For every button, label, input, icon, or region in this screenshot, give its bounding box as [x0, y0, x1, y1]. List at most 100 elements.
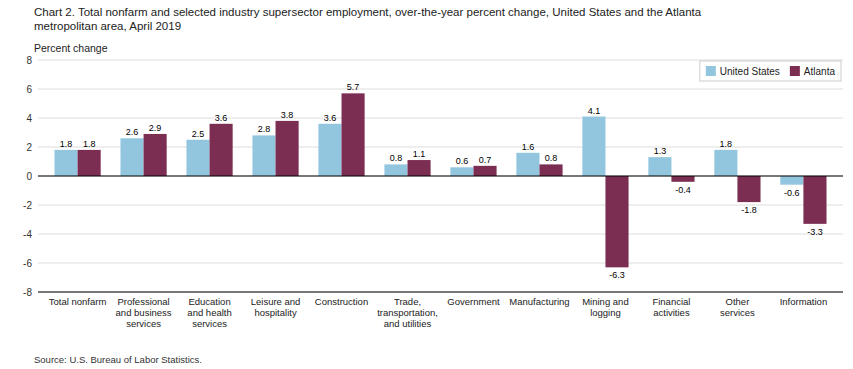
data-label: 2.9 [149, 123, 162, 133]
bar [186, 140, 209, 176]
legend-box [700, 61, 841, 81]
x-tick-line: hospitality [254, 307, 296, 318]
data-label: 1.8 [83, 139, 96, 149]
data-label: 3.8 [281, 110, 294, 120]
data-label: 0.6 [456, 156, 469, 166]
data-label: 3.6 [215, 113, 228, 123]
data-label: 1.3 [654, 146, 667, 156]
bar [342, 93, 365, 176]
y-tick-label: 2 [26, 142, 32, 153]
x-tick-line: transportation, [377, 307, 438, 318]
source-note: Source: U.S. Bureau of Labor Statistics. [34, 354, 202, 365]
grid-line [38, 292, 843, 293]
data-label: 0.7 [479, 155, 492, 165]
data-label: -0.6 [784, 188, 800, 198]
data-label: 0.8 [390, 153, 403, 163]
x-tick-label: Construction [315, 296, 368, 307]
data-label: 1.8 [720, 139, 733, 149]
bar [384, 164, 407, 176]
data-label: 1.1 [413, 149, 426, 159]
bar [780, 176, 803, 185]
x-tick-label: Information [780, 296, 828, 307]
bar [605, 176, 628, 267]
legend: United States Atlanta [700, 61, 841, 81]
x-tick-line: services [720, 307, 755, 318]
x-tick-line: Professional [117, 296, 169, 307]
data-label: 2.6 [126, 127, 139, 137]
x-axis-line [38, 292, 843, 293]
x-tick-line: activities [653, 307, 690, 318]
title-line: Chart 2. Total nonfarm and selected indu… [34, 6, 702, 18]
bar [648, 157, 671, 176]
data-label: 2.5 [192, 129, 205, 139]
x-tick-line: services [126, 318, 161, 329]
x-tick-line: Information [780, 296, 828, 307]
x-tick-line: Construction [315, 296, 368, 307]
data-label: 4.1 [588, 106, 601, 116]
x-tick-line: and health [187, 307, 231, 318]
data-label: 2.8 [258, 124, 271, 134]
grid-line [38, 118, 843, 119]
chart: Chart 2. Total nonfarm and selected indu… [0, 0, 853, 369]
x-tick-line: and utilities [384, 318, 432, 329]
bar [539, 164, 562, 176]
bars [54, 93, 826, 267]
bar [318, 124, 341, 176]
x-tick-line: Leisure and [251, 296, 301, 307]
y-tick-label: -4 [23, 229, 32, 240]
x-tick-label: Manufacturing [509, 296, 569, 307]
bar [737, 176, 760, 202]
title-line: metropolitan area, April 2019 [34, 20, 181, 32]
x-tick-line: Trade, [394, 296, 421, 307]
bar [671, 176, 694, 182]
y-tick-label: 8 [26, 55, 32, 66]
x-tick-line: Manufacturing [509, 296, 569, 307]
grid-line [38, 89, 843, 90]
data-label: -1.8 [741, 205, 757, 215]
y-tick-label: 4 [26, 113, 32, 124]
data-label: 1.8 [60, 139, 73, 149]
bar [78, 150, 101, 176]
bar [210, 124, 233, 176]
data-label: -0.4 [675, 185, 691, 195]
legend-label: Atlanta [804, 66, 836, 77]
x-tick-line: Mining and [582, 296, 628, 307]
bar [144, 134, 167, 176]
bar [714, 150, 737, 176]
x-tick-line: Government [447, 296, 500, 307]
data-label: -6.3 [609, 270, 625, 280]
bar [803, 176, 826, 224]
x-tick-label: Professionaland businessservices [116, 296, 172, 329]
x-tick-label: Otherservices [720, 296, 755, 318]
y-tick-label: -8 [23, 287, 32, 298]
x-tick-line: Education [188, 296, 230, 307]
x-tick-line: Total nonfarm [49, 296, 107, 307]
data-label: 1.6 [522, 142, 535, 152]
bar [473, 166, 496, 176]
y-axis-label: Percent change [34, 42, 108, 54]
bar [450, 167, 473, 176]
legend-swatch [706, 66, 716, 76]
bar [276, 121, 299, 176]
x-tick-label: Government [447, 296, 500, 307]
bar [252, 135, 275, 176]
bar [408, 160, 431, 176]
grid-line [38, 205, 843, 206]
y-tick-label: -6 [23, 258, 32, 269]
x-tick-label: Total nonfarm [49, 296, 107, 307]
x-tick-label: Financialactivities [652, 296, 690, 318]
zero-line [38, 176, 843, 177]
x-tick-label: Mining andlogging [582, 296, 628, 318]
grid-line [38, 60, 843, 61]
data-label: 5.7 [347, 82, 360, 92]
legend-label: United States [720, 66, 780, 77]
y-tick-label: -2 [23, 200, 32, 211]
x-tick-label: Trade,transportation,and utilities [377, 296, 438, 329]
bar [120, 138, 143, 176]
bar [54, 150, 77, 176]
data-label: 0.8 [545, 153, 558, 163]
x-tick-line: logging [590, 307, 621, 318]
bar [582, 117, 605, 176]
x-tick-line: Other [726, 296, 750, 307]
y-tick-label: 6 [26, 84, 32, 95]
